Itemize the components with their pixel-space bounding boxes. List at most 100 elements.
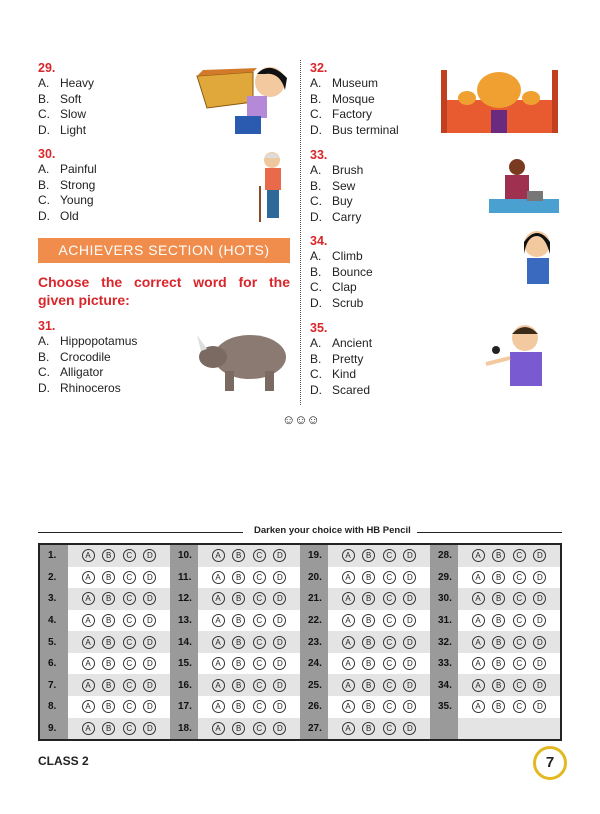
answer-bubble-d[interactable]: D	[273, 700, 287, 714]
answer-bubble-b[interactable]: B	[492, 657, 506, 671]
answer-bubble-a[interactable]: A	[341, 678, 355, 692]
answer-bubble-b[interactable]: B	[362, 592, 376, 606]
answer-bubble-c[interactable]: C	[382, 635, 396, 649]
answer-bubble-d[interactable]: D	[403, 721, 417, 735]
answer-bubble-a[interactable]: A	[341, 657, 355, 671]
answer-bubble-d[interactable]: D	[533, 635, 547, 649]
answer-bubble-d[interactable]: D	[273, 657, 287, 671]
answer-bubble-c[interactable]: C	[382, 657, 396, 671]
answer-bubble-b[interactable]: B	[102, 721, 116, 735]
answer-option[interactable]: A. Museum	[310, 76, 560, 92]
answer-bubble-d[interactable]: D	[403, 657, 417, 671]
answer-option[interactable]: C. Alligator	[38, 365, 288, 381]
answer-bubble-b[interactable]: B	[362, 549, 376, 563]
answer-bubble-d[interactable]: D	[273, 613, 287, 627]
answer-bubble-b[interactable]: B	[362, 635, 376, 649]
answer-option[interactable]: D. Rhinoceros	[38, 381, 288, 397]
answer-bubble-a[interactable]: A	[341, 721, 355, 735]
answer-bubble-d[interactable]: D	[143, 657, 157, 671]
answer-option[interactable]: B. Bounce	[310, 265, 560, 281]
answer-bubble-b[interactable]: B	[102, 700, 116, 714]
answer-bubble-b[interactable]: B	[102, 635, 116, 649]
answer-bubble-b[interactable]: B	[492, 613, 506, 627]
answer-bubble-b[interactable]: B	[492, 635, 506, 649]
answer-bubble-a[interactable]: A	[81, 700, 95, 714]
answer-bubble-c[interactable]: C	[122, 678, 136, 692]
answer-bubble-c[interactable]: C	[122, 635, 136, 649]
answer-bubble-a[interactable]: A	[471, 635, 485, 649]
answer-bubble-b[interactable]: B	[492, 700, 506, 714]
answer-bubble-a[interactable]: A	[211, 570, 225, 584]
answer-bubble-b[interactable]: B	[362, 721, 376, 735]
answer-bubble-d[interactable]: D	[273, 678, 287, 692]
answer-option[interactable]: B. Strong	[38, 178, 288, 194]
answer-bubble-c[interactable]: C	[122, 657, 136, 671]
answer-bubble-d[interactable]: D	[403, 635, 417, 649]
answer-bubble-b[interactable]: B	[232, 700, 246, 714]
answer-bubble-b[interactable]: B	[492, 678, 506, 692]
answer-bubble-a[interactable]: A	[211, 613, 225, 627]
answer-bubble-a[interactable]: A	[211, 657, 225, 671]
answer-bubble-d[interactable]: D	[403, 613, 417, 627]
answer-bubble-d[interactable]: D	[143, 721, 157, 735]
answer-bubble-d[interactable]: D	[273, 635, 287, 649]
answer-option[interactable]: B. Pretty	[310, 352, 560, 368]
answer-bubble-d[interactable]: D	[403, 700, 417, 714]
answer-bubble-b[interactable]: B	[102, 570, 116, 584]
answer-bubble-c[interactable]: C	[382, 549, 396, 563]
answer-bubble-a[interactable]: A	[471, 657, 485, 671]
answer-bubble-c[interactable]: C	[252, 549, 266, 563]
answer-bubble-d[interactable]: D	[533, 700, 547, 714]
answer-bubble-a[interactable]: A	[341, 570, 355, 584]
answer-bubble-a[interactable]: A	[341, 613, 355, 627]
answer-bubble-c[interactable]: C	[122, 570, 136, 584]
answer-bubble-b[interactable]: B	[102, 592, 116, 606]
answer-option[interactable]: A. Climb	[310, 249, 560, 265]
answer-bubble-b[interactable]: B	[362, 570, 376, 584]
answer-bubble-c[interactable]: C	[512, 678, 526, 692]
answer-bubble-a[interactable]: A	[211, 721, 225, 735]
answer-bubble-b[interactable]: B	[102, 657, 116, 671]
answer-bubble-a[interactable]: A	[81, 570, 95, 584]
answer-option[interactable]: C. Kind	[310, 367, 560, 383]
answer-bubble-d[interactable]: D	[533, 657, 547, 671]
answer-bubble-b[interactable]: B	[362, 700, 376, 714]
answer-bubble-b[interactable]: B	[232, 570, 246, 584]
answer-bubble-d[interactable]: D	[273, 592, 287, 606]
answer-bubble-c[interactable]: C	[252, 635, 266, 649]
answer-bubble-a[interactable]: A	[341, 592, 355, 606]
answer-bubble-d[interactable]: D	[143, 549, 157, 563]
answer-bubble-b[interactable]: B	[102, 549, 116, 563]
answer-bubble-c[interactable]: C	[122, 721, 136, 735]
answer-bubble-d[interactable]: D	[403, 570, 417, 584]
answer-bubble-a[interactable]: A	[211, 592, 225, 606]
answer-bubble-a[interactable]: A	[471, 700, 485, 714]
answer-bubble-d[interactable]: D	[143, 570, 157, 584]
answer-bubble-b[interactable]: B	[232, 678, 246, 692]
answer-bubble-c[interactable]: C	[122, 549, 136, 563]
answer-option[interactable]: D. Carry	[310, 210, 560, 226]
answer-bubble-d[interactable]: D	[533, 570, 547, 584]
answer-bubble-c[interactable]: C	[512, 635, 526, 649]
answer-option[interactable]: D. Scrub	[310, 296, 560, 312]
answer-bubble-c[interactable]: C	[382, 678, 396, 692]
answer-bubble-c[interactable]: C	[252, 700, 266, 714]
answer-option[interactable]: D. Scared	[310, 383, 560, 399]
answer-bubble-c[interactable]: C	[512, 700, 526, 714]
answer-bubble-d[interactable]: D	[143, 635, 157, 649]
answer-option[interactable]: D. Old	[38, 209, 288, 225]
answer-bubble-b[interactable]: B	[232, 613, 246, 627]
answer-bubble-c[interactable]: C	[382, 721, 396, 735]
answer-bubble-d[interactable]: D	[143, 700, 157, 714]
answer-bubble-a[interactable]: A	[211, 700, 225, 714]
answer-bubble-d[interactable]: D	[273, 549, 287, 563]
answer-bubble-a[interactable]: A	[211, 635, 225, 649]
answer-bubble-a[interactable]: A	[341, 549, 355, 563]
answer-bubble-d[interactable]: D	[533, 549, 547, 563]
answer-bubble-d[interactable]: D	[533, 592, 547, 606]
answer-bubble-b[interactable]: B	[232, 721, 246, 735]
answer-bubble-b[interactable]: B	[102, 613, 116, 627]
answer-bubble-b[interactable]: B	[492, 549, 506, 563]
answer-bubble-b[interactable]: B	[362, 613, 376, 627]
answer-bubble-b[interactable]: B	[232, 657, 246, 671]
